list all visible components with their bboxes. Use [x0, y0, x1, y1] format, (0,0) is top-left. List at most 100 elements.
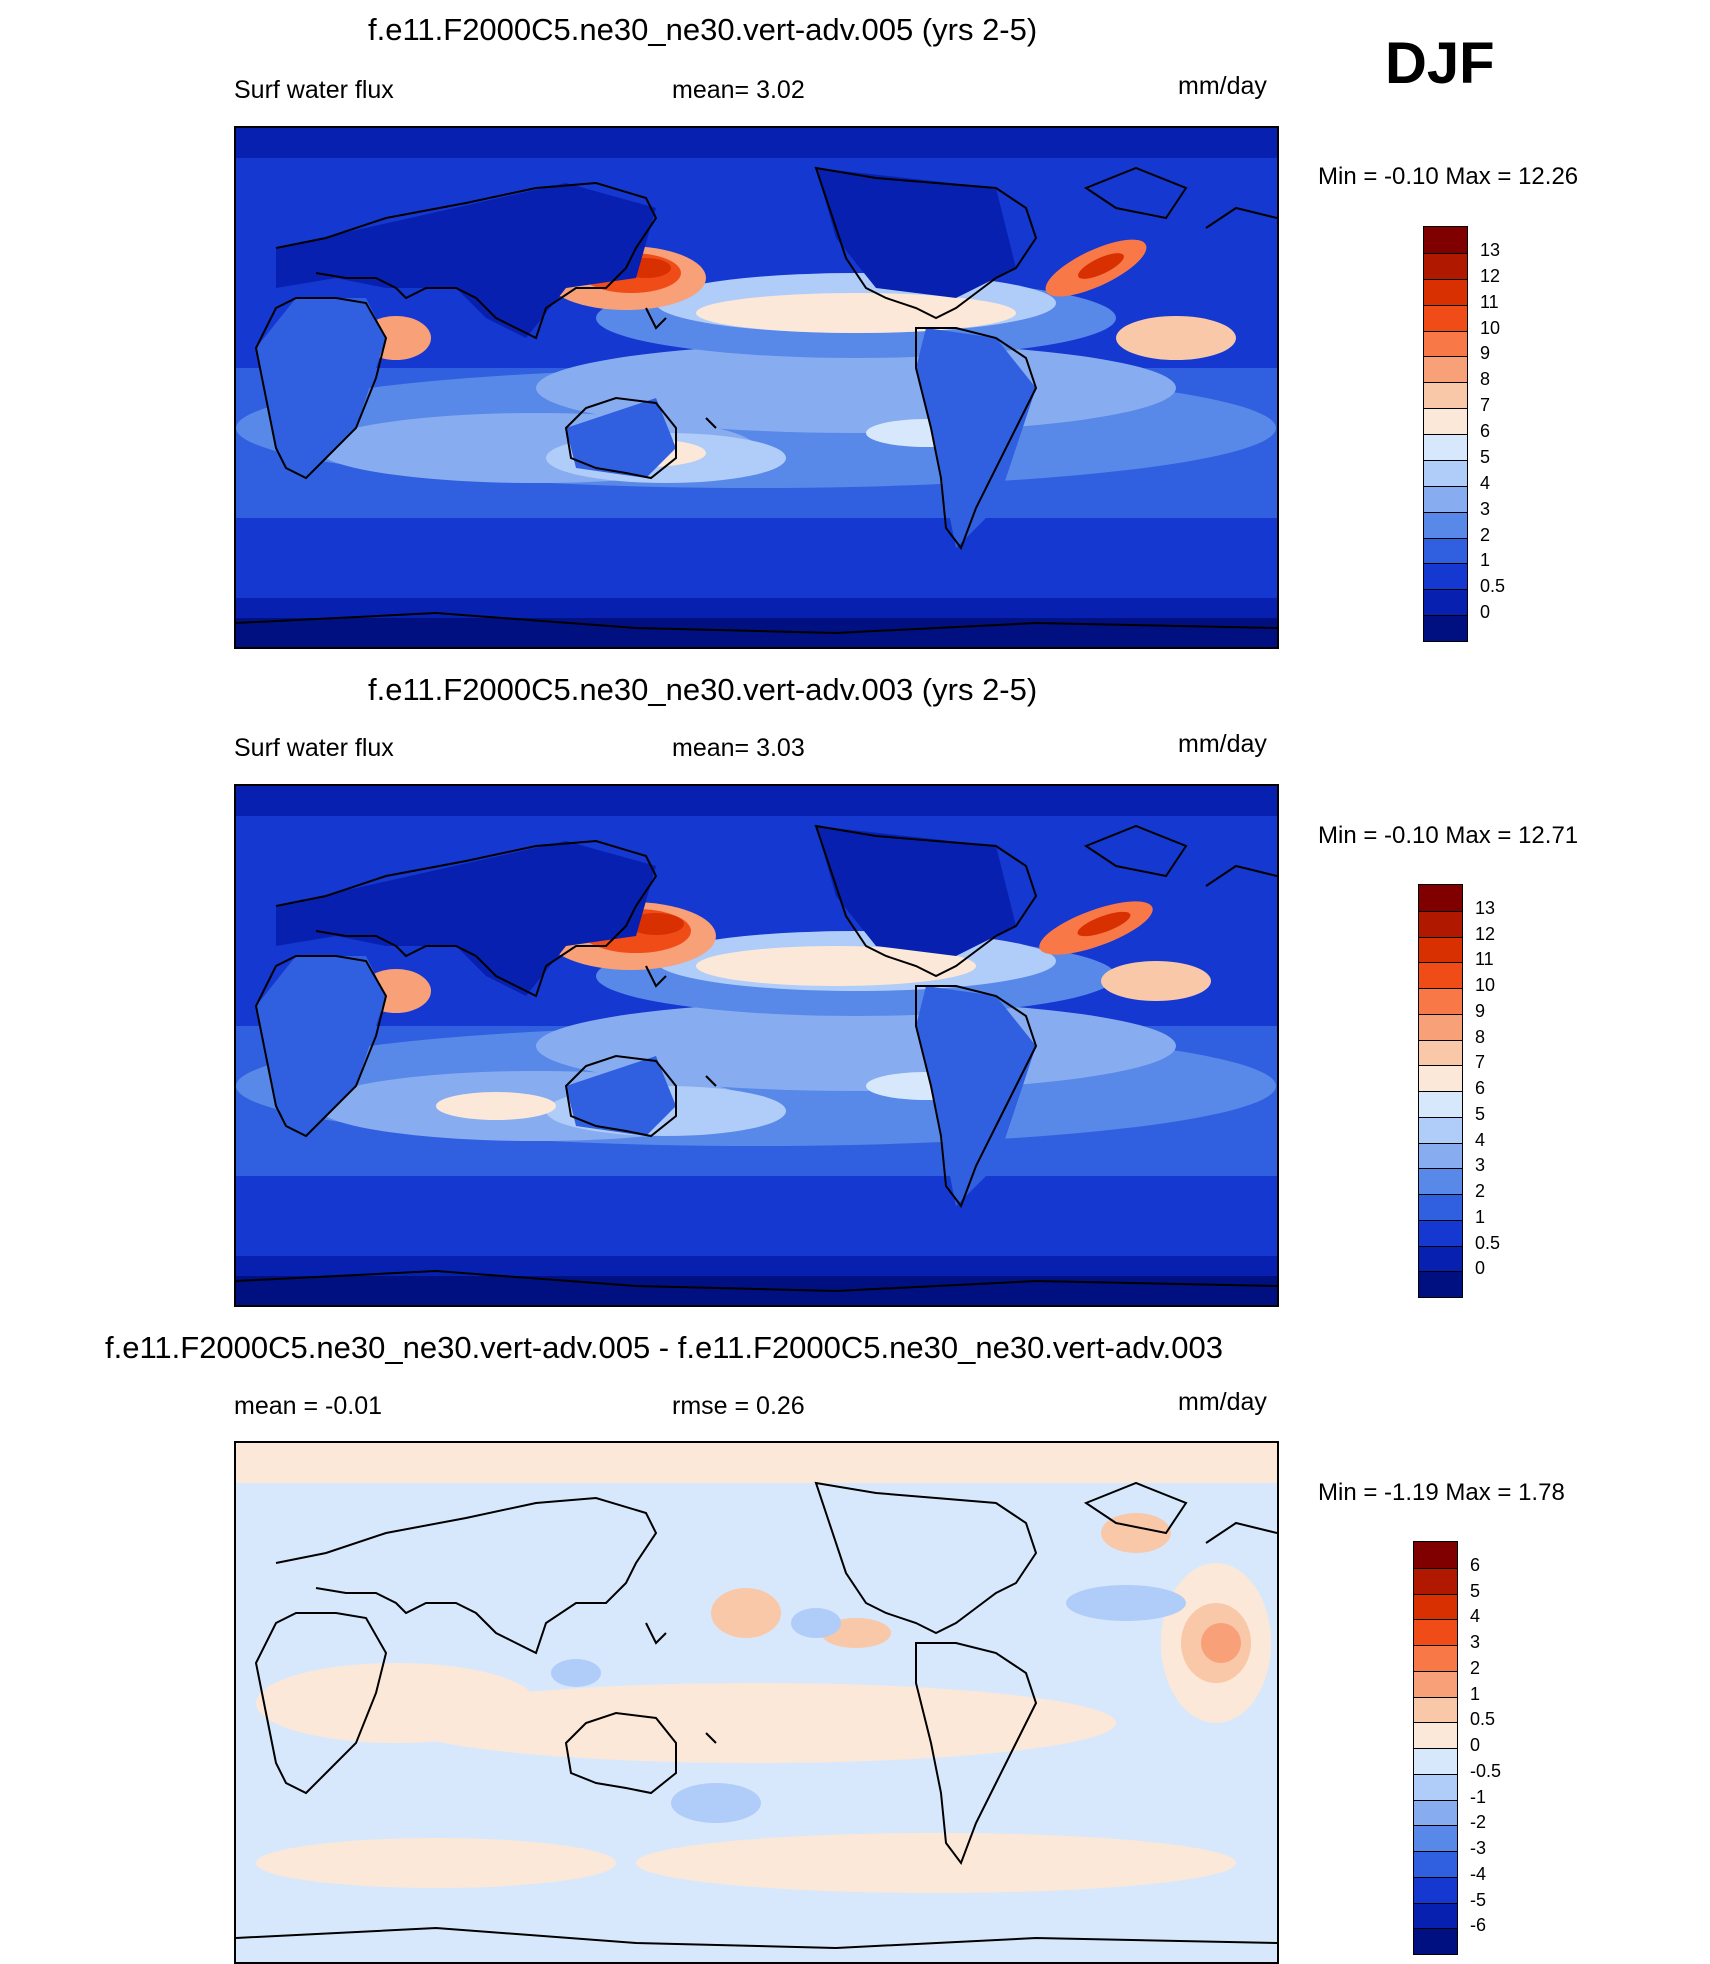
colorbar-label: 1 — [1475, 1206, 1486, 1227]
colorbar-label: 0.5 — [1470, 1709, 1496, 1730]
panel-2-variable-label: Surf water flux — [234, 734, 394, 762]
panel-3-rmse-label: rmse = 0.26 — [672, 1392, 805, 1420]
colorbar-label: 6 — [1470, 1554, 1481, 1575]
panel-2-title: f.e11.F2000C5.ne30_ne30.vert-adv.003 (yr… — [368, 672, 1038, 707]
colorbar-segment — [1424, 537, 1467, 564]
colorbar-segment — [1424, 408, 1467, 434]
colorbar-segment — [1414, 1825, 1457, 1851]
colorbar-label: 7 — [1475, 1052, 1486, 1073]
panel-3-colorbar — [1413, 1541, 1458, 1955]
colorbar-label: -0.5 — [1470, 1760, 1502, 1781]
colorbar-segment — [1419, 1219, 1462, 1246]
colorbar-label: 10 — [1475, 975, 1496, 995]
colorbar-label: 1 — [1470, 1683, 1481, 1704]
colorbar-label: 5 — [1470, 1580, 1481, 1601]
colorbar-segment — [1424, 434, 1467, 460]
colorbar-segment — [1414, 1670, 1457, 1697]
colorbar-segment — [1424, 330, 1467, 357]
colorbar-label: 11 — [1480, 291, 1499, 312]
colorbar-segment — [1419, 988, 1462, 1014]
panel-1-title: f.e11.F2000C5.ne30_ne30.vert-adv.005 (yr… — [368, 12, 1038, 47]
colorbar-segment — [1414, 1902, 1457, 1929]
panel-1-units-label: mm/day — [1178, 72, 1267, 100]
colorbar-label: 6 — [1480, 421, 1491, 441]
colorbar-label: -3 — [1470, 1838, 1487, 1858]
colorbar-label: 4 — [1480, 472, 1491, 493]
colorbar-label: -4 — [1470, 1863, 1487, 1884]
colorbar-label: -5 — [1470, 1889, 1487, 1910]
colorbar-label: 6 — [1475, 1078, 1486, 1098]
panel-3-units-label: mm/day — [1178, 1388, 1267, 1416]
panel-3-minmax: Min = -1.19 Max = 1.78 — [1318, 1479, 1565, 1506]
colorbar-segment — [1419, 1116, 1462, 1143]
colorbar-segment — [1419, 1065, 1462, 1091]
colorbar-segment — [1414, 1851, 1457, 1877]
colorbar-label: 11 — [1475, 949, 1494, 970]
colorbar-label: 2 — [1470, 1657, 1481, 1678]
colorbar-segment — [1414, 1928, 1457, 1954]
colorbar-segment — [1414, 1748, 1457, 1774]
colorbar-label: 0 — [1470, 1735, 1481, 1755]
colorbar-segment — [1414, 1567, 1457, 1594]
colorbar-segment — [1419, 910, 1462, 937]
colorbar-segment — [1414, 1876, 1457, 1903]
colorbar-segment — [1414, 1722, 1457, 1748]
colorbar-segment — [1424, 485, 1467, 512]
colorbar-segment — [1424, 382, 1467, 409]
colorbar-label: 2 — [1475, 1181, 1486, 1201]
colorbar-label: 13 — [1480, 239, 1501, 260]
colorbar-label: 12 — [1480, 265, 1501, 286]
colorbar-label: 0.5 — [1475, 1232, 1501, 1253]
colorbar-segment — [1419, 1142, 1462, 1169]
colorbar-segment — [1419, 885, 1462, 911]
colorbar-label: 3 — [1470, 1632, 1481, 1652]
colorbar-segment — [1419, 1091, 1462, 1117]
panel-1-colorbar — [1423, 226, 1468, 642]
colorbar-segment — [1424, 615, 1467, 641]
colorbar-segment — [1414, 1542, 1457, 1568]
panel-1-minmax: Min = -0.10 Max = 12.26 — [1318, 163, 1579, 190]
colorbar-segment — [1424, 563, 1467, 590]
colorbar-segment — [1419, 1039, 1462, 1066]
colorbar-label: 2 — [1480, 524, 1491, 545]
colorbar-label: 9 — [1480, 343, 1491, 364]
panel-2-colorbar — [1418, 884, 1463, 1298]
colorbar-label: 9 — [1475, 1000, 1486, 1021]
colorbar-label: 4 — [1475, 1129, 1486, 1150]
colorbar-label: -2 — [1470, 1812, 1487, 1833]
colorbar-segment — [1414, 1696, 1457, 1723]
colorbar-label: 5 — [1475, 1103, 1486, 1124]
panel-1-variable-label: Surf water flux — [234, 76, 394, 104]
panel-3-mean-label: mean = -0.01 — [234, 1392, 383, 1420]
colorbar-segment — [1424, 252, 1467, 279]
colorbar-label: 4 — [1470, 1606, 1481, 1627]
colorbar-label: 8 — [1475, 1026, 1486, 1047]
colorbar-segment — [1414, 1619, 1457, 1645]
colorbar-segment — [1414, 1773, 1457, 1800]
colorbar-segment — [1419, 1194, 1462, 1220]
colorbar-label: 3 — [1475, 1155, 1486, 1176]
panel-1-mean-label: mean= 3.02 — [672, 76, 805, 104]
colorbar-segment — [1414, 1593, 1457, 1620]
colorbar-segment — [1424, 511, 1467, 538]
panel-1-map — [234, 126, 1279, 649]
colorbar-label: -1 — [1470, 1786, 1487, 1807]
colorbar-label: 7 — [1480, 395, 1491, 416]
panel-2-map — [234, 784, 1279, 1307]
colorbar-label: 12 — [1475, 923, 1496, 944]
colorbar-segment — [1419, 1271, 1462, 1297]
season-label: DJF — [1385, 31, 1495, 96]
colorbar-segment — [1424, 459, 1467, 486]
panel-2-mean-label: mean= 3.03 — [672, 734, 805, 762]
colorbar-segment — [1419, 962, 1462, 988]
colorbar-segment — [1419, 1013, 1462, 1040]
colorbar-segment — [1414, 1645, 1457, 1671]
colorbar-segment — [1424, 356, 1467, 383]
panel-2-units-label: mm/day — [1178, 730, 1267, 758]
panel-2-minmax: Min = -0.10 Max = 12.71 — [1318, 822, 1579, 849]
colorbar-label: 0 — [1480, 602, 1491, 623]
colorbar-label: 3 — [1480, 498, 1491, 519]
colorbar-segment — [1414, 1799, 1457, 1826]
colorbar-segment — [1419, 936, 1462, 963]
panel-3-title: f.e11.F2000C5.ne30_ne30.vert-adv.005 - f… — [105, 1330, 1223, 1365]
